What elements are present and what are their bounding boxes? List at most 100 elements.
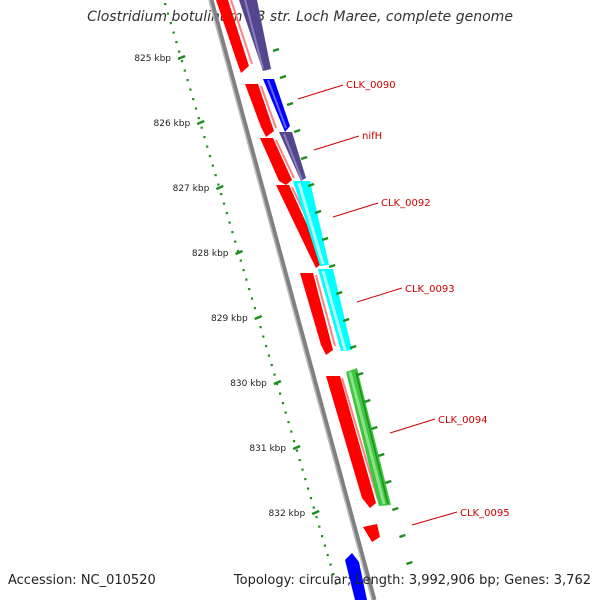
gene-label[interactable]: CLK_0095 <box>460 508 510 519</box>
outer-track-dash <box>279 74 287 80</box>
ruler-tick-label: 827 kbp <box>173 184 210 194</box>
ruler-dot <box>169 22 172 25</box>
outer-track-dash <box>307 182 315 188</box>
genome-summary-text: Topology: circular; Length: 3,992,906 bp… <box>233 573 591 588</box>
outer-track-dash <box>321 236 329 242</box>
ruler-tick <box>177 54 186 61</box>
cds-feature[interactable] <box>276 185 324 268</box>
gene-label[interactable]: CLK_0094 <box>438 415 488 426</box>
ruler-dot <box>231 231 234 234</box>
ruler-dot <box>214 174 217 177</box>
ruler-dot <box>335 582 338 585</box>
ruler-dot <box>208 155 212 158</box>
ruler-dot <box>220 193 223 196</box>
ruler-tick-label: 828 kbp <box>192 249 229 259</box>
outer-track-dash <box>314 209 322 215</box>
outer-track-dash <box>342 317 350 323</box>
outer-track-dash <box>363 398 371 404</box>
ruler-dot <box>276 383 279 386</box>
ruler-dot <box>248 288 251 291</box>
ruler-dot <box>206 145 209 148</box>
ruler-dot <box>290 430 293 433</box>
ruler-tick <box>196 119 205 126</box>
gene-label[interactable]: CLK_0093 <box>405 284 455 295</box>
ruler-dot <box>287 421 290 424</box>
outer-track-dash <box>300 155 308 161</box>
outer-ruler-dashes <box>272 47 413 566</box>
cds-feature[interactable] <box>245 84 274 137</box>
ruler-dot <box>298 459 301 462</box>
cds-feature[interactable] <box>260 138 292 185</box>
ruler-dot <box>225 212 228 215</box>
outer-track-dash <box>349 344 357 350</box>
cds-track <box>216 0 380 542</box>
ruler-dot <box>166 12 170 15</box>
cds-feature[interactable] <box>326 376 376 508</box>
ruler-dot <box>284 411 287 414</box>
outer-track-dash <box>328 263 336 269</box>
outer-track-dash <box>335 290 343 296</box>
ruler-dot <box>250 297 254 300</box>
gene-label[interactable]: CLK_0090 <box>346 80 396 91</box>
gene-track <box>239 0 391 600</box>
ruler-dot <box>304 478 307 481</box>
ruler-dot <box>315 516 318 519</box>
genome-backbone-highlight <box>208 0 373 600</box>
ruler-dot <box>245 278 248 281</box>
ruler-dot <box>309 497 312 500</box>
outer-track-dash <box>286 101 294 107</box>
ruler-ticks: 825 kbp 826 kbp 827 kbp 828 kbp 829 kbp 830 k… <box>134 54 320 519</box>
gene-feature-blue[interactable] <box>345 553 367 600</box>
ruler-dot <box>197 117 200 120</box>
ruler-dot <box>242 269 245 272</box>
ruler-dot <box>222 202 226 205</box>
ruler-tick <box>273 379 282 386</box>
outer-track-dash <box>377 452 385 458</box>
ruler-dot <box>164 3 167 6</box>
ruler-dot <box>326 554 329 557</box>
ruler-dot <box>183 69 186 72</box>
ruler-tick <box>215 184 224 191</box>
gene-labels: CLK_0090 nifH CLK_0092 CLK_0093 CLK_0094… <box>297 80 510 526</box>
ruler-dot <box>265 345 268 348</box>
cds-feature[interactable] <box>216 0 249 73</box>
outer-track-dash <box>391 506 399 512</box>
ruler-tick-label: 825 kbp <box>134 54 171 64</box>
ruler-dot <box>178 50 181 53</box>
ruler-dot <box>259 326 262 329</box>
ruler-dot <box>332 573 335 576</box>
ruler-dot <box>321 535 324 538</box>
ruler-dot <box>203 136 206 139</box>
outer-track-dash <box>399 533 406 539</box>
ruler-dot <box>312 506 315 509</box>
ruler-dot <box>172 31 175 34</box>
ruler-dot <box>295 449 298 452</box>
gene-label[interactable]: CLK_0092 <box>381 198 431 209</box>
genome-backbone <box>208 0 377 600</box>
outer-track-dash <box>406 560 413 566</box>
ruler-dot <box>293 440 296 443</box>
ruler-dot <box>192 98 195 101</box>
ruler-dot <box>307 487 310 490</box>
ruler-dot <box>323 544 326 547</box>
outer-track-dash <box>356 371 364 377</box>
ruler-dot <box>211 164 214 167</box>
ruler-dot <box>194 107 198 110</box>
cds-feature[interactable] <box>363 524 380 542</box>
ruler-dot <box>301 468 304 471</box>
ruler-tick <box>292 444 301 451</box>
gene-label[interactable]: nifH <box>362 131 382 142</box>
ruler-tick-label: 831 kbp <box>249 444 286 454</box>
ruler-tick <box>235 249 243 256</box>
ruler-tick <box>311 509 320 516</box>
ruler-dot <box>318 525 321 528</box>
map-title: Clostridium botulinum A3 str. Loch Maree… <box>87 9 513 25</box>
outer-track-dash <box>272 47 280 53</box>
ruler-dot <box>228 221 231 224</box>
cds-feature[interactable] <box>300 273 333 355</box>
outer-track-dash <box>293 128 301 134</box>
ruler-dot <box>281 402 284 405</box>
ruler-dot <box>279 392 282 395</box>
